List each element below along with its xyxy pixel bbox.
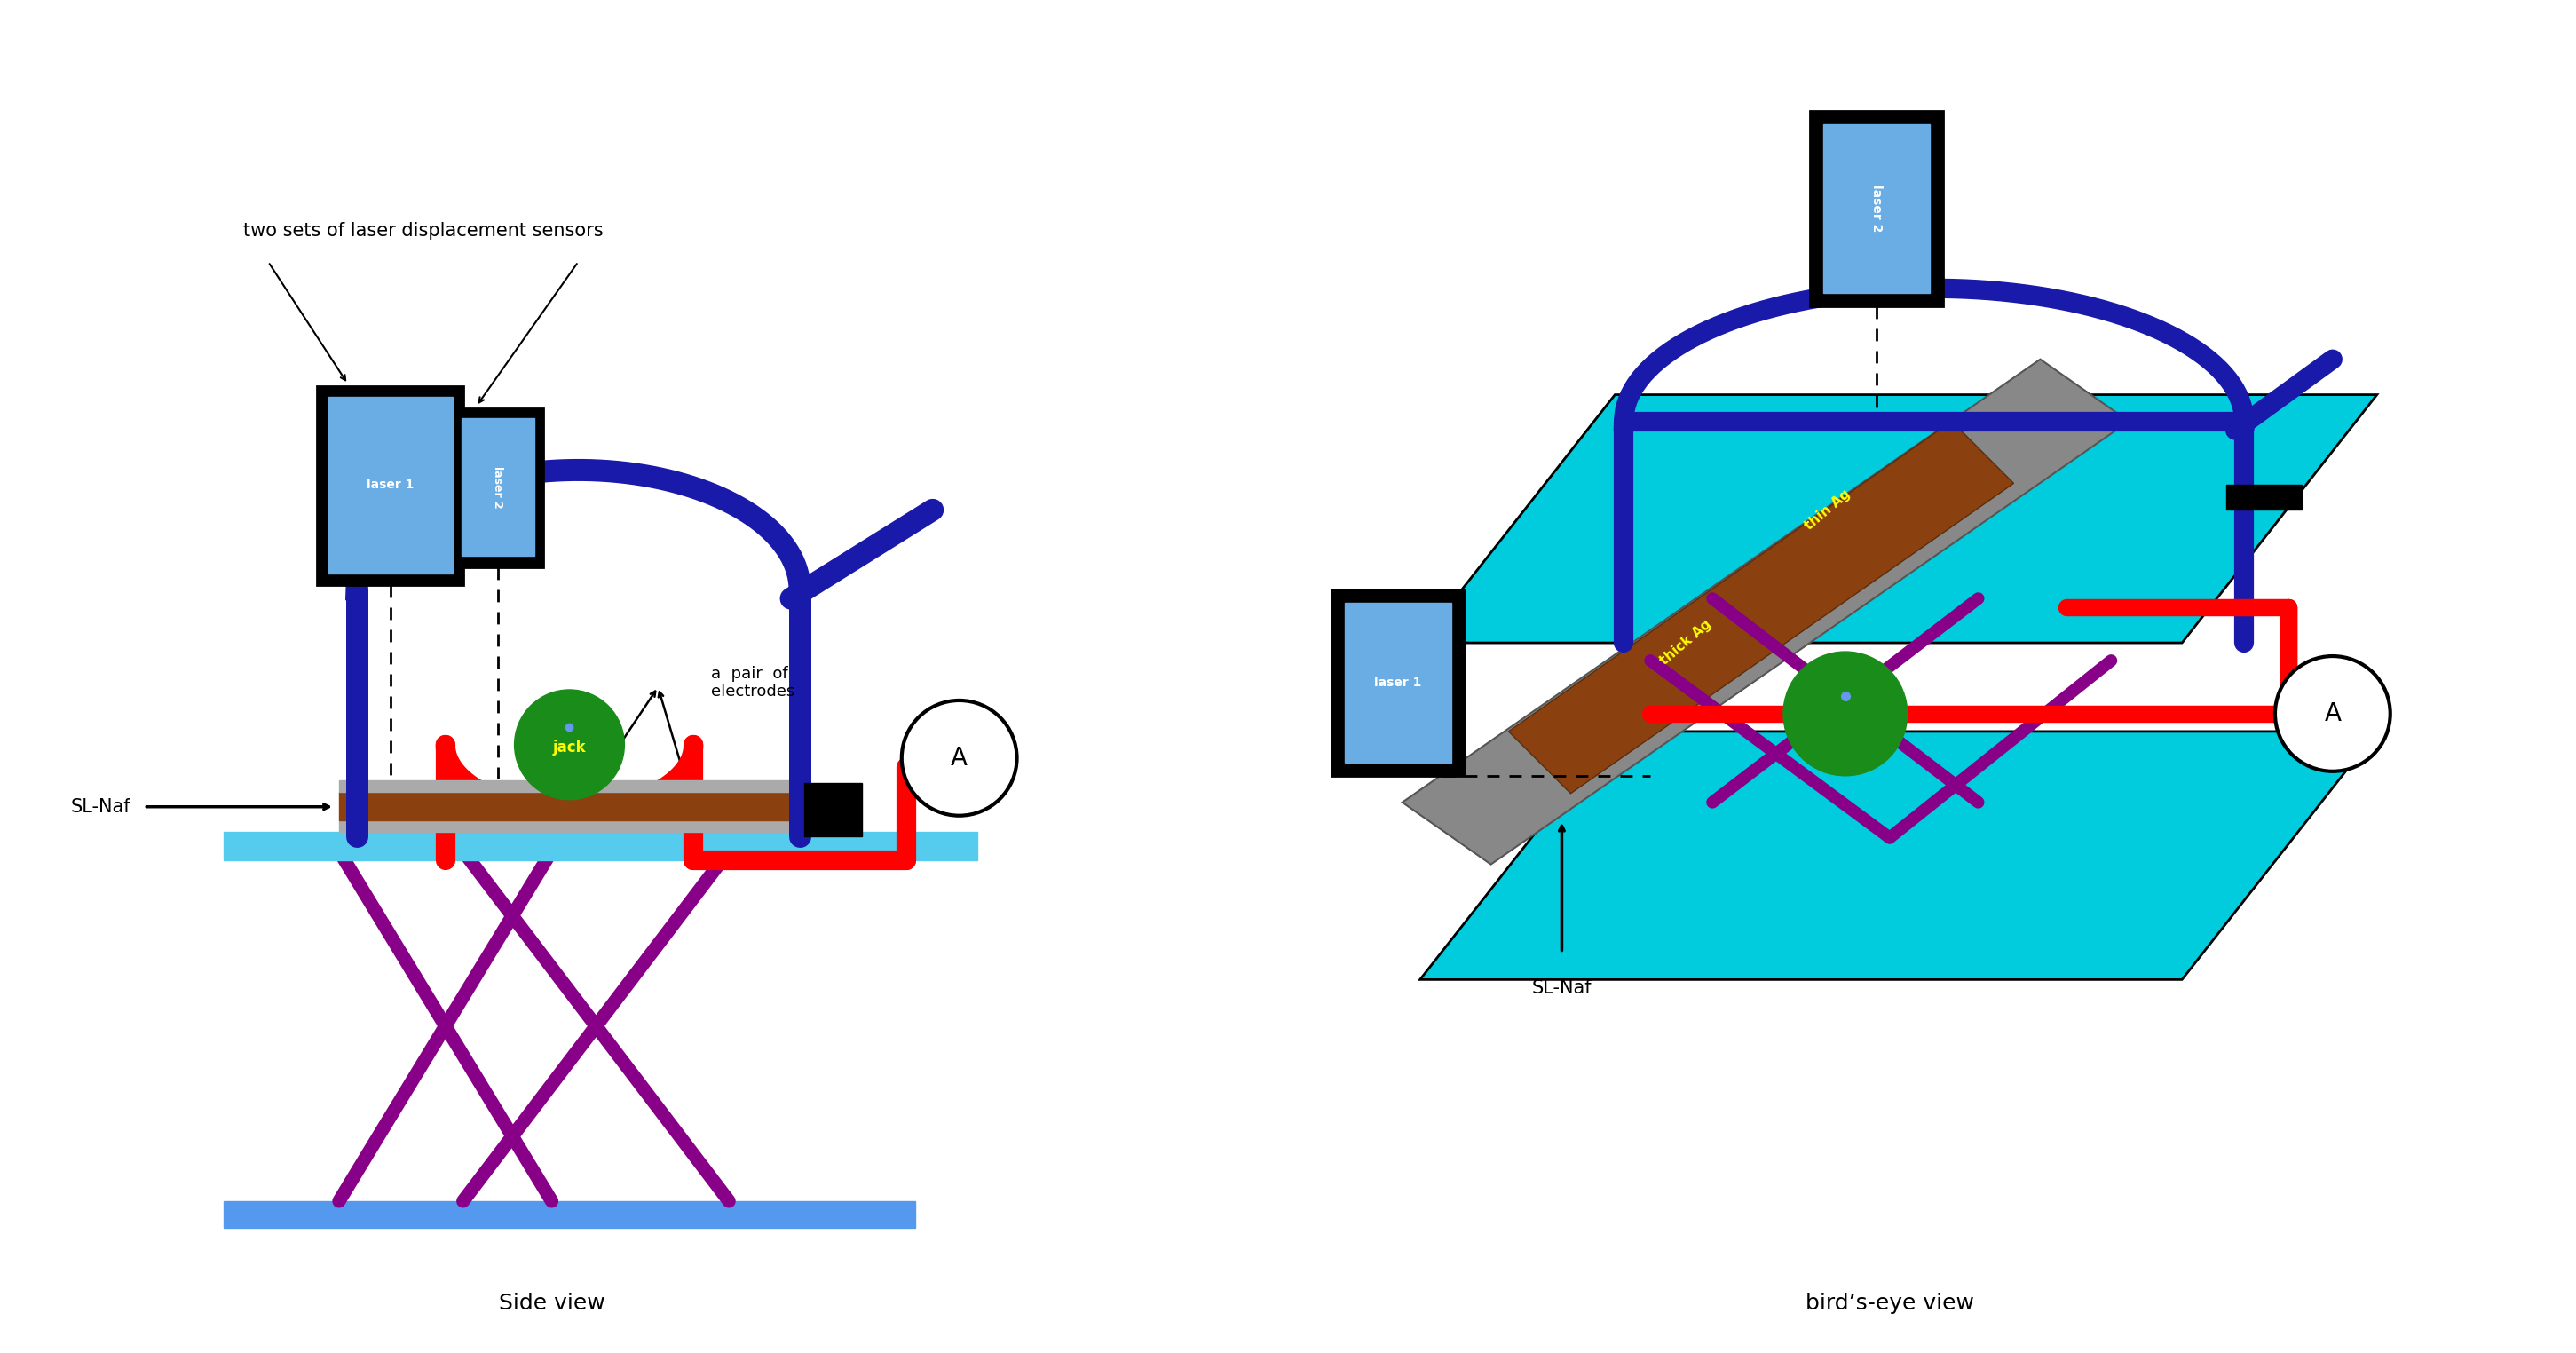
Text: laser 2: laser 2 xyxy=(492,465,502,509)
Bar xyxy=(1345,603,1450,763)
Polygon shape xyxy=(1401,360,2128,865)
Text: laser 2: laser 2 xyxy=(1870,185,1883,233)
Text: SL-Naf: SL-Naf xyxy=(70,798,131,816)
Bar xyxy=(1811,111,1942,306)
Text: two sets of laser displacement sensors: two sets of laser displacement sensors xyxy=(242,222,603,239)
Text: thin Ag: thin Ag xyxy=(1803,487,1852,533)
Circle shape xyxy=(2275,656,2391,771)
Bar xyxy=(340,792,799,820)
Bar xyxy=(340,781,799,792)
Bar xyxy=(327,396,453,574)
Polygon shape xyxy=(1510,421,2014,793)
Bar xyxy=(451,409,544,567)
Text: A: A xyxy=(2324,701,2342,727)
Text: Side view: Side view xyxy=(500,1292,605,1314)
Text: thick Ag: thick Ag xyxy=(1659,618,1713,668)
Text: SL-Naf: SL-Naf xyxy=(1533,980,1592,997)
Text: laser 1: laser 1 xyxy=(366,479,415,491)
Bar xyxy=(1824,124,1929,292)
Bar xyxy=(224,832,976,861)
Bar xyxy=(1332,590,1463,775)
Polygon shape xyxy=(1419,395,2378,643)
Bar xyxy=(2226,486,2300,510)
Bar xyxy=(461,418,533,556)
Circle shape xyxy=(515,690,623,800)
Text: a  pair  of
electrodes: a pair of electrodes xyxy=(711,666,796,700)
Text: bird’s-eye view: bird’s-eye view xyxy=(1806,1292,1973,1314)
Bar xyxy=(317,386,464,586)
Bar xyxy=(804,783,863,836)
Circle shape xyxy=(902,701,1018,816)
Polygon shape xyxy=(1419,732,2378,980)
Circle shape xyxy=(1783,652,1906,775)
Bar xyxy=(340,820,799,832)
Bar xyxy=(224,1201,914,1227)
Text: laser 1: laser 1 xyxy=(1373,676,1422,689)
Text: A: A xyxy=(951,746,969,770)
Text: jack: jack xyxy=(554,739,587,755)
